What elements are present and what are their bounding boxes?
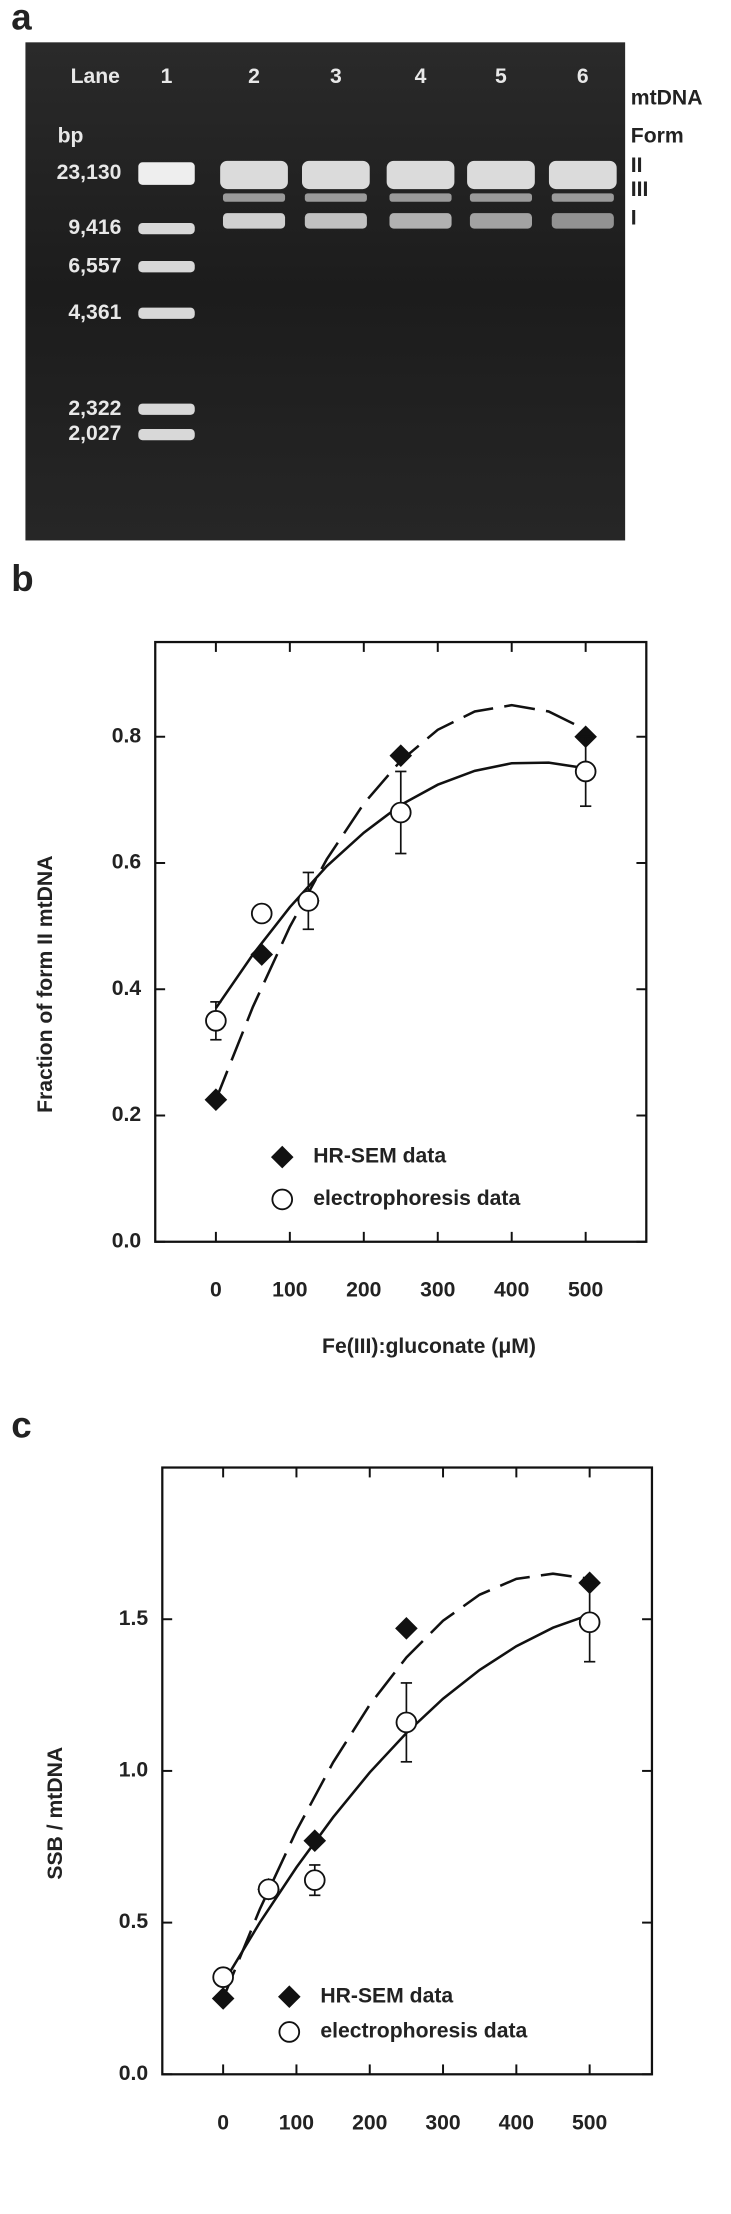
y-tick-label: 0.5 (119, 1910, 149, 1933)
gel-image (25, 42, 626, 541)
x-tick-label: 400 (499, 2111, 534, 2134)
legend-label: HR-SEM data (320, 1984, 453, 2007)
panel-label: b (11, 558, 33, 599)
legend-marker (270, 1145, 294, 1169)
lane-label: 6 (577, 65, 589, 88)
x-tick-label: 100 (272, 1279, 307, 1302)
bp-marker-label: 2,027 (68, 422, 121, 445)
x-tick-label: 500 (572, 2111, 607, 2134)
circle-marker (297, 890, 320, 912)
gel-band (138, 162, 195, 185)
gel-band (222, 213, 286, 229)
circle-marker (212, 1966, 234, 1989)
bp-marker-label: 23,130 (57, 161, 122, 184)
form-label: III (631, 178, 649, 201)
form-label: mtDNA (631, 86, 703, 109)
y-axis-label: Fraction of form II mtDNA (34, 856, 57, 1113)
diamond-marker (204, 1088, 228, 1112)
gel-band (138, 428, 195, 441)
x-tick-label: 300 (425, 2111, 460, 2134)
gel-band (467, 160, 535, 190)
y-tick-label: 0.0 (119, 2062, 148, 2085)
legend-label: HR-SEM data (313, 1145, 446, 1168)
bp-marker-label: 6,557 (68, 254, 121, 277)
x-tick-label: 0 (217, 2111, 229, 2134)
diamond-marker (395, 1617, 418, 1640)
x-tick-label: 200 (352, 2111, 387, 2134)
y-tick-label: 0.8 (112, 724, 142, 747)
x-tick-label: 400 (494, 1279, 529, 1302)
panel-label: a (11, 0, 32, 37)
diamond-marker (389, 744, 413, 767)
legend-label: electrophoresis data (320, 2020, 527, 2043)
circle-marker (574, 760, 597, 783)
form-label: II (631, 154, 643, 177)
lane-label: 1 (161, 65, 173, 88)
form-label: I (631, 206, 637, 229)
circle-marker (205, 1010, 227, 1032)
gel-band (551, 213, 614, 229)
form-label: Form (631, 124, 684, 147)
y-tick-label: 0.0 (112, 1229, 141, 1252)
gel-band (551, 193, 614, 202)
gel-band (548, 160, 617, 190)
x-tick-label: 0 (210, 1279, 222, 1302)
lane-label: 3 (330, 65, 342, 88)
circle-marker (395, 1711, 418, 1734)
legend-marker (278, 1985, 301, 2008)
lane-label: 4 (415, 65, 427, 88)
diamond-marker (303, 1829, 327, 1852)
x-tick-label: 100 (279, 2111, 314, 2134)
gel-band (138, 307, 195, 319)
diamond-marker (250, 943, 274, 966)
fit-curve (222, 1613, 591, 1984)
legend-marker (278, 2021, 301, 2043)
gel-band (302, 160, 370, 190)
diamond-marker (211, 1987, 235, 2010)
plot-frame (154, 640, 648, 1243)
y-tick-label: 0.6 (112, 851, 141, 874)
x-tick-label: 300 (420, 1279, 455, 1302)
circle-marker (578, 1611, 601, 1634)
gel-band (386, 160, 455, 190)
gel-band (138, 261, 195, 273)
fit-curve (221, 1572, 590, 1999)
circle-marker (389, 801, 412, 824)
bp-marker-label: 2,322 (68, 397, 121, 420)
gel-band (469, 193, 533, 202)
bp-marker-label: 4,361 (68, 301, 121, 324)
x-tick-label: 200 (346, 1279, 381, 1302)
circle-marker (257, 1878, 280, 1901)
gel-band (220, 160, 288, 190)
gel-band (222, 193, 286, 202)
lane-label: 5 (495, 65, 507, 88)
y-axis-label: SSB / mtDNA (44, 1747, 67, 1880)
gel-band (304, 193, 367, 202)
gel-band (389, 193, 452, 202)
x-tick-label: 500 (568, 1279, 603, 1302)
gel-band (138, 222, 195, 235)
circle-marker (303, 1869, 326, 1891)
lane-label: 2 (248, 65, 260, 88)
legend-marker (271, 1188, 294, 1211)
gel-band (469, 213, 533, 229)
gel-band (138, 403, 195, 415)
gel-band (389, 213, 452, 229)
bp-marker-label: 9,416 (68, 216, 121, 239)
gel-band (304, 213, 367, 229)
x-axis-label: Fe(III):gluconate (μM) (322, 1335, 536, 1358)
y-tick-label: 1.0 (119, 1759, 148, 1782)
y-tick-label: 1.5 (119, 1607, 149, 1630)
legend-label: electrophoresis data (313, 1187, 520, 1210)
circle-marker (250, 902, 273, 925)
y-tick-label: 0.2 (112, 1103, 141, 1126)
lane-header: Lane (71, 65, 121, 88)
panel-label: c (11, 1405, 31, 1446)
y-tick-label: 0.4 (112, 977, 142, 1000)
bp-header: bp (58, 124, 84, 147)
